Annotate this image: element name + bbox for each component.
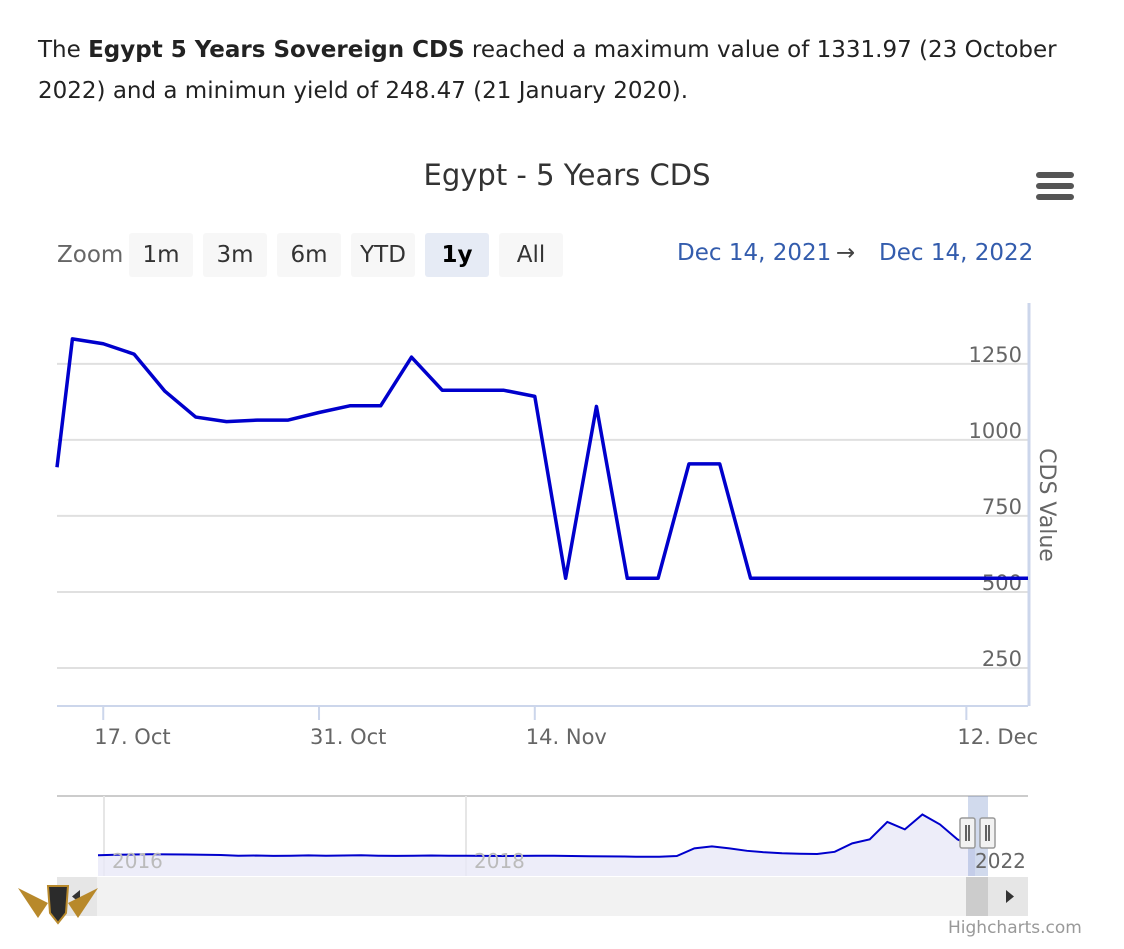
x-tick-label: 17. Oct <box>94 725 170 749</box>
scrollbar-thumb[interactable] <box>966 877 988 916</box>
arrow-right-icon[interactable] <box>988 877 1028 916</box>
navigator-series <box>97 813 976 858</box>
hamburger-menu-icon[interactable] <box>1036 172 1074 204</box>
zoom-button-ytd[interactable]: YTD <box>351 233 415 277</box>
intro-rest: reached a maximum value of 1331.97 (23 O… <box>38 37 1057 104</box>
navigator-year-label: 2022 <box>975 849 1026 873</box>
intro-prefix: The <box>38 37 89 63</box>
grid-lines <box>57 362 1028 669</box>
y-tick-label: 250 <box>982 647 1022 671</box>
chart-title: Egypt - 5 Years CDS <box>423 158 711 192</box>
x-tick-label: 14. Nov <box>526 725 607 749</box>
zoom-button-1y[interactable]: 1y <box>425 233 489 277</box>
y-tick-label: 750 <box>982 495 1022 519</box>
intro-text: The Egypt 5 Years Sovereign CDS reached … <box>38 30 1098 112</box>
x-tick-label: 31. Oct <box>310 725 386 749</box>
zoom-button-6m[interactable]: 6m <box>277 233 341 277</box>
range-from-input[interactable]: Dec 14, 2021 <box>677 240 832 266</box>
watermark-logo <box>18 885 98 925</box>
credits-link[interactable]: Highcharts.com <box>948 918 1082 938</box>
zoom-button-3m[interactable]: 3m <box>203 233 267 277</box>
x-axis: 17. Oct 31. Oct 14. Nov 12. Dec <box>57 705 1038 749</box>
navigator-year-label: 2016 <box>112 849 163 873</box>
navigator-handle[interactable] <box>959 817 976 849</box>
plot-area <box>55 337 1028 581</box>
series-line <box>55 337 1028 581</box>
zoom-button-all[interactable]: All <box>499 233 563 277</box>
handle-body <box>959 817 976 849</box>
navigator-selection <box>968 796 988 876</box>
zoom-button-1m[interactable]: 1m <box>129 233 193 277</box>
y-tick-label: 1000 <box>969 419 1022 443</box>
arrow-right-glyph <box>1006 890 1014 903</box>
y-tick-label: 1250 <box>969 343 1022 367</box>
range-to-input[interactable]: Dec 14, 2022 <box>879 240 1034 266</box>
x-tick-label: 12. Dec <box>957 725 1038 749</box>
navigator-handle[interactable] <box>979 817 996 849</box>
y-axis: 250 500 750 1000 1250 CDS Value <box>969 303 1059 706</box>
intro-bold-name: Egypt 5 Years Sovereign CDS <box>88 37 465 63</box>
y-axis-title: CDS Value <box>1034 448 1059 562</box>
range-arrow: → <box>836 240 856 266</box>
handle-body <box>979 817 996 849</box>
navigator-area <box>98 814 975 876</box>
scrollbar-track <box>57 877 1028 916</box>
navigator-year-label: 2018 <box>474 849 525 873</box>
y-tick-label: 500 <box>982 571 1022 595</box>
zoom-label: Zoom <box>57 242 124 268</box>
navigator: 2016 2018 2022 <box>57 795 1028 916</box>
